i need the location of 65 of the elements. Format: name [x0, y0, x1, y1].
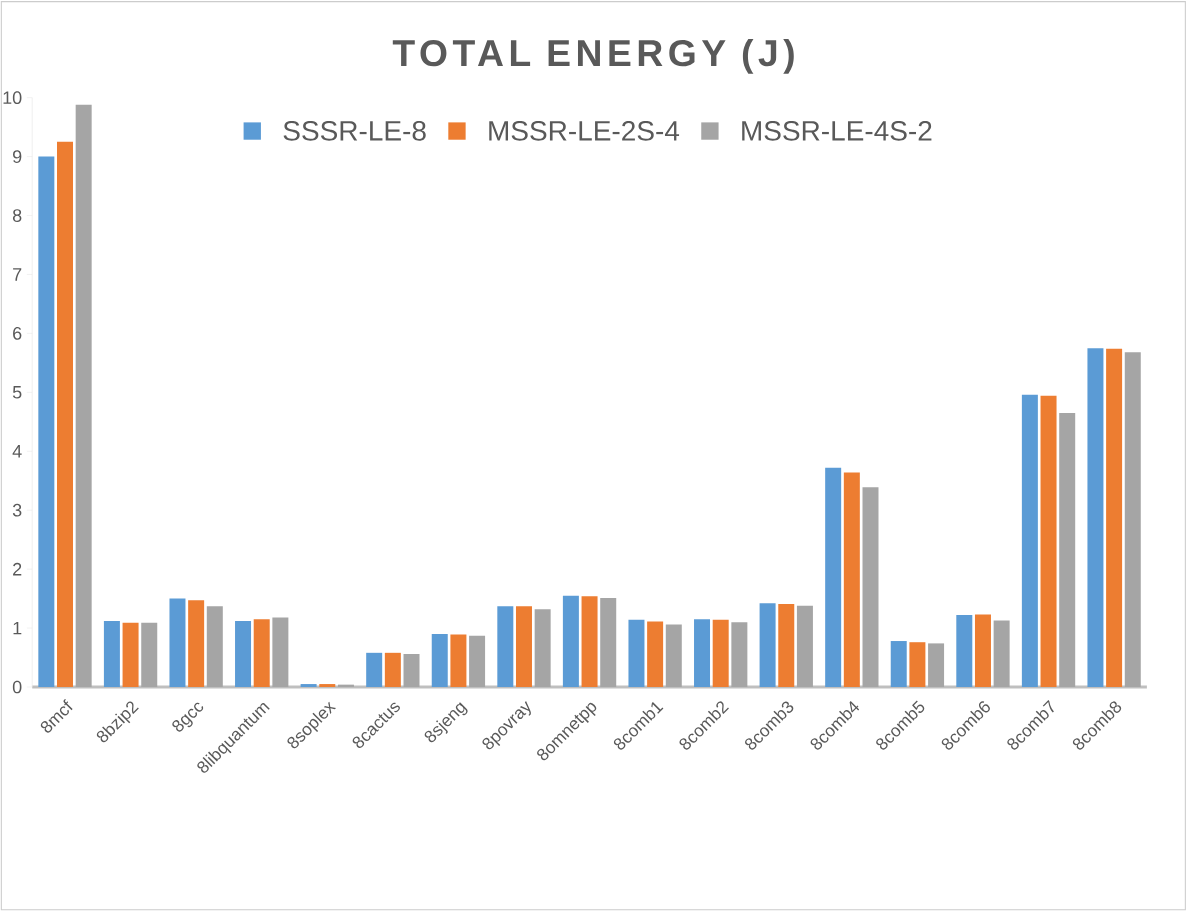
bar [431, 633, 448, 687]
bar [581, 596, 598, 687]
bar [169, 598, 186, 687]
bar [75, 104, 92, 687]
bar [1021, 394, 1038, 687]
y-tick-label: 3 [12, 503, 22, 517]
bar [890, 641, 907, 687]
y-tick-label: 1 [13, 621, 22, 635]
bar [1106, 348, 1123, 687]
bar [534, 609, 551, 687]
bar [928, 643, 945, 687]
bar [843, 472, 860, 687]
bar [796, 605, 813, 687]
y-tick-label: 8 [12, 209, 22, 222]
bar [103, 620, 120, 687]
bar [647, 621, 664, 687]
bar [600, 598, 617, 687]
bar [712, 619, 729, 687]
bar [403, 654, 420, 687]
bar [694, 619, 711, 687]
bar [253, 619, 270, 687]
bar [1040, 395, 1057, 687]
y-tick-label: 4 [12, 445, 22, 458]
y-tick-label: 9 [13, 150, 22, 163]
y-tick-label: 10 [3, 91, 22, 105]
bar [122, 622, 139, 687]
chart-title: TOTAL ENERGY (J) [392, 38, 794, 74]
bar [1124, 352, 1141, 687]
bar [956, 615, 973, 687]
bar [759, 603, 776, 687]
bar [1059, 412, 1076, 687]
bar [993, 620, 1010, 687]
bar [731, 622, 748, 687]
bar [562, 595, 579, 687]
bar [57, 141, 73, 687]
bar [206, 606, 223, 687]
bar [665, 624, 682, 687]
bar [235, 620, 252, 687]
y-tick-label: 2 [13, 562, 22, 576]
bar [188, 600, 205, 687]
bar [366, 652, 383, 687]
bar [825, 467, 842, 687]
y-tick-label: 0 [12, 680, 22, 694]
bar [515, 606, 532, 687]
bar [974, 614, 991, 687]
bar [628, 619, 645, 687]
bar [38, 156, 55, 687]
legend-label: MSSR-LE-4S-2 [742, 120, 932, 141]
bar [497, 606, 514, 687]
bar [384, 652, 401, 687]
bar [272, 617, 289, 687]
bar [319, 684, 336, 687]
y-tick-label: 5 [12, 386, 22, 399]
bar [778, 603, 795, 687]
bar [300, 684, 317, 687]
bar [862, 487, 879, 687]
legend-label: MSSR-LE-2S-4 [489, 120, 680, 141]
bar [909, 642, 926, 687]
y-tick-label: 6 [13, 327, 22, 340]
y-tick-label: 7 [13, 268, 22, 281]
legend-label: SSSR-LE-8 [283, 120, 426, 141]
bar [450, 634, 467, 687]
bar [469, 635, 486, 687]
bar [1087, 348, 1104, 687]
bar [141, 622, 158, 687]
